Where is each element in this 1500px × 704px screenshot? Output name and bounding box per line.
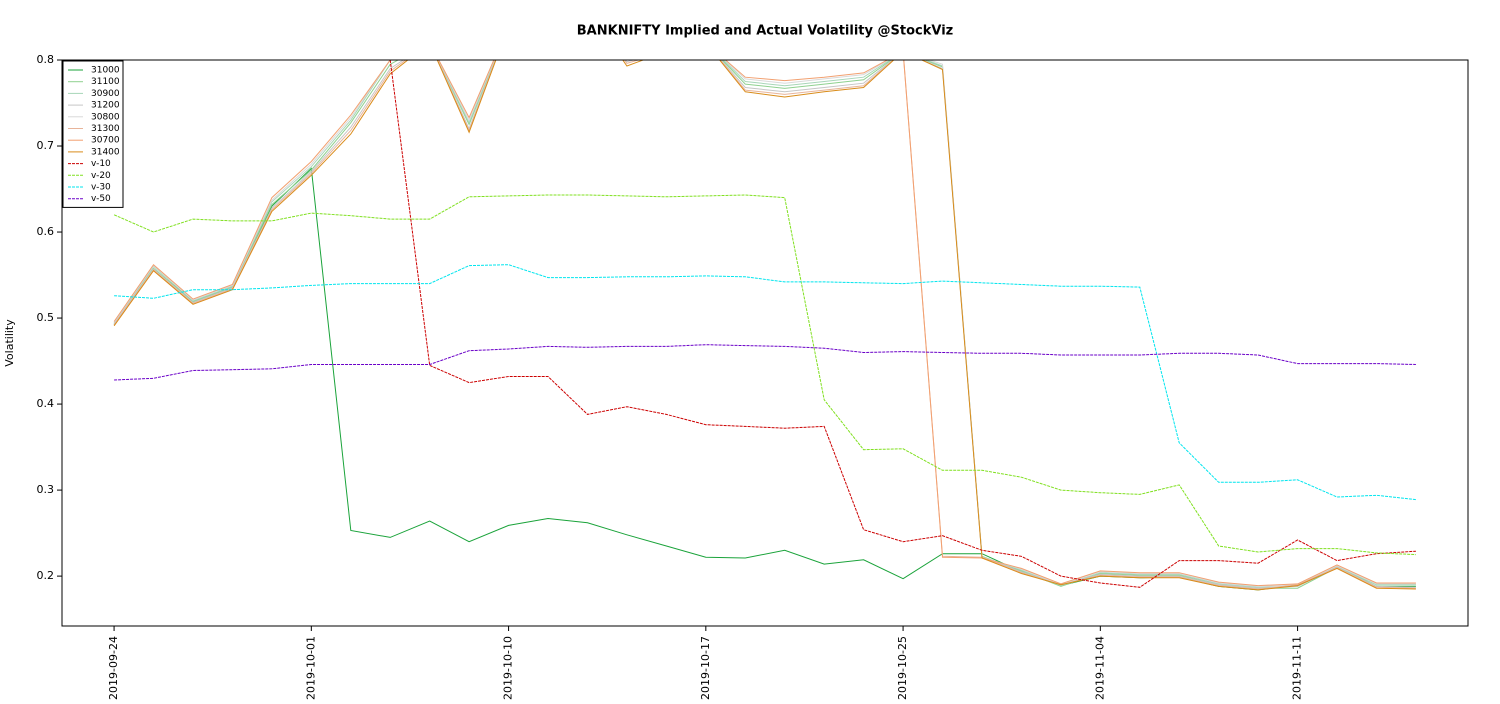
y-tick-label: 0.8: [37, 53, 55, 66]
chart-title: BANKNIFTY Implied and Actual Volatility …: [577, 24, 953, 39]
series-line: [113, 194, 1416, 556]
series-line: [113, 60, 1416, 588]
legend-label: v-10: [91, 159, 111, 169]
plot-frame: [61, 59, 1469, 627]
x-tick-label: 2019-09-24: [107, 636, 120, 700]
legend-label: 31400: [91, 147, 120, 157]
legend-label: 30800: [91, 112, 120, 122]
series-line: [113, 60, 1416, 590]
y-axis-label: Volatility: [3, 319, 16, 367]
series-line: [114, 264, 1416, 501]
x-tick-label: 2019-10-17: [699, 636, 712, 700]
x-tick-label: 2019-11-04: [1093, 636, 1106, 700]
series-line: [389, 60, 1416, 588]
legend-box: [62, 60, 124, 208]
legend-label: 30900: [91, 89, 120, 99]
series-line: [113, 60, 1416, 587]
series-line: [113, 60, 1416, 591]
y-tick-label: 0.6: [37, 225, 55, 238]
series-line: [113, 60, 1416, 587]
x-tick-label: 2019-11-11: [1291, 636, 1304, 700]
legend-label: 31000: [91, 66, 120, 76]
legend-label: 31200: [91, 101, 120, 111]
y-tick-label: 0.2: [37, 569, 55, 582]
legend-label: 31300: [91, 124, 120, 134]
legend-label: v-30: [91, 183, 111, 193]
legend-label: 30700: [91, 136, 120, 146]
x-tick-label: 2019-10-10: [502, 636, 515, 700]
series-line: [114, 344, 1416, 381]
y-tick-label: 0.7: [37, 139, 55, 152]
y-tick-label: 0.3: [37, 483, 55, 496]
legend-label: 31100: [91, 77, 120, 87]
x-tick-label: 2019-10-01: [304, 636, 317, 700]
y-tick-label: 0.5: [37, 311, 55, 324]
legend-label: v-20: [91, 171, 111, 181]
plot-lines: [113, 60, 1416, 591]
y-tick-label: 0.4: [37, 397, 55, 410]
series-line: [113, 60, 1416, 589]
legend-label: v-50: [91, 194, 111, 204]
x-tick-label: 2019-10-25: [896, 636, 909, 700]
